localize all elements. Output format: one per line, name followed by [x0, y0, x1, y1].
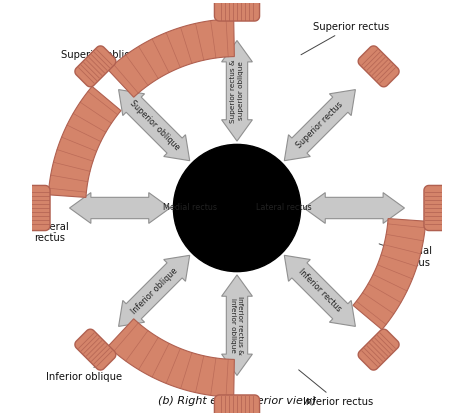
Polygon shape [118, 255, 190, 327]
Polygon shape [23, 186, 50, 230]
Text: Superior rectus: Superior rectus [301, 22, 389, 55]
Polygon shape [48, 87, 121, 198]
Text: Superior oblique: Superior oblique [61, 50, 143, 77]
Polygon shape [118, 89, 190, 161]
Polygon shape [353, 218, 426, 329]
Circle shape [173, 144, 301, 272]
Polygon shape [108, 19, 234, 97]
Polygon shape [304, 193, 404, 223]
Text: Lateral rectus: Lateral rectus [256, 203, 312, 212]
Text: Inferior oblique: Inferior oblique [46, 352, 122, 382]
Polygon shape [358, 46, 399, 87]
Text: Inferior rectus: Inferior rectus [297, 267, 343, 314]
Polygon shape [70, 193, 170, 223]
Polygon shape [214, 395, 260, 416]
Text: Inferior rectus: Inferior rectus [299, 370, 373, 407]
Text: Medial rectus: Medial rectus [163, 203, 217, 212]
Polygon shape [222, 40, 252, 141]
Text: Superior rectus &
superior oblique: Superior rectus & superior oblique [230, 59, 244, 123]
Polygon shape [284, 89, 356, 161]
Text: Medial
rectus: Medial rectus [379, 244, 432, 268]
Text: Superior oblique: Superior oblique [128, 99, 181, 152]
Text: Superior rectus: Superior rectus [295, 100, 345, 150]
Text: (b) Right eye (anterior view): (b) Right eye (anterior view) [158, 396, 316, 406]
Polygon shape [108, 319, 234, 397]
Polygon shape [358, 329, 399, 370]
Polygon shape [214, 0, 260, 21]
Polygon shape [424, 186, 451, 230]
Polygon shape [284, 255, 356, 327]
Text: Inferior rectus &
inferior oblique: Inferior rectus & inferior oblique [230, 295, 244, 354]
Text: Inferior oblique: Inferior oblique [129, 266, 179, 316]
Polygon shape [222, 275, 252, 376]
Polygon shape [75, 46, 116, 87]
Polygon shape [75, 329, 116, 370]
Text: Lateral
rectus: Lateral rectus [34, 222, 69, 243]
